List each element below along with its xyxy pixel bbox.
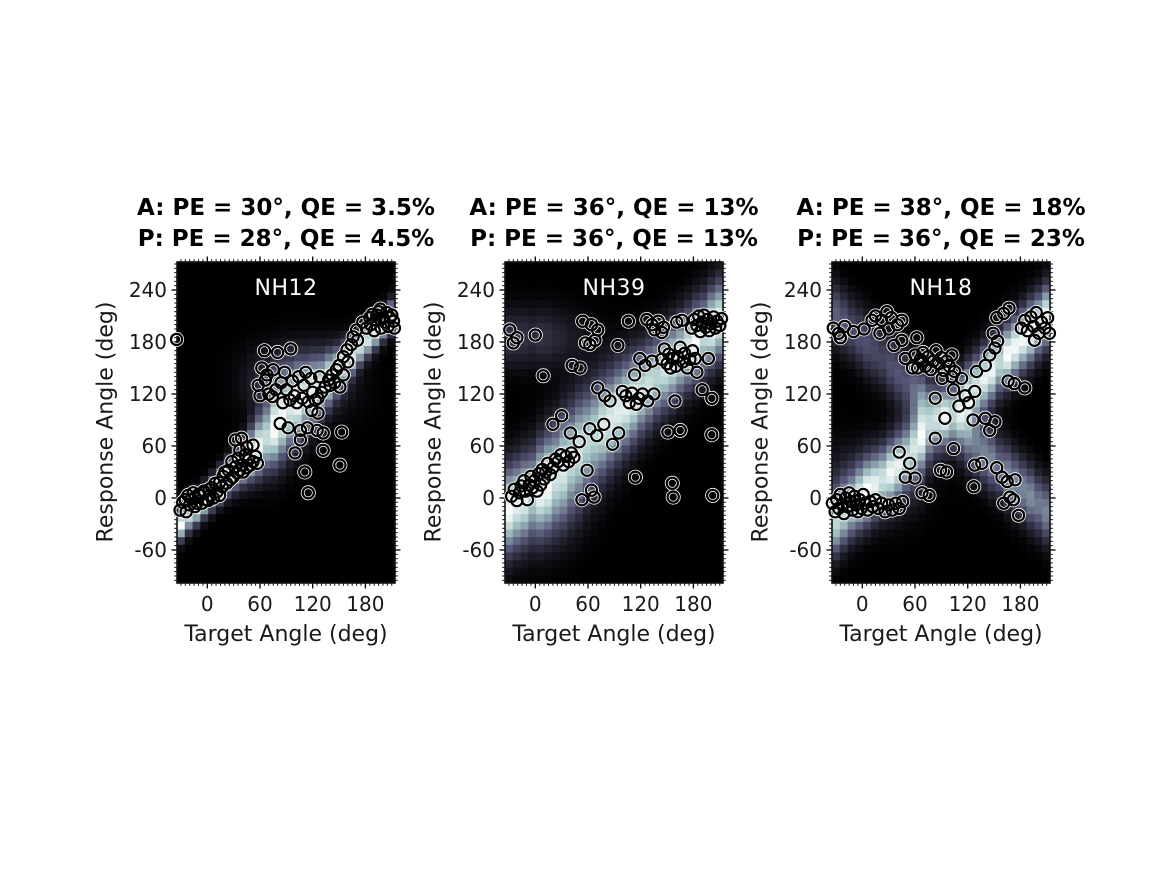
- title-accuracy-line: A: PE = 30°, QE = 3.5%: [137, 195, 435, 221]
- title-precision-line: P: PE = 36°, QE = 13%: [470, 226, 758, 252]
- x-tick-label: 180: [674, 592, 713, 616]
- panel-nh39: NH39: [499, 256, 729, 589]
- y-tick-label: 180: [456, 329, 495, 354]
- x-tick-label: 0: [855, 592, 869, 616]
- y-tick-label: -60: [462, 537, 495, 562]
- marker-edges: [169, 302, 402, 519]
- x-tick-label: 60: [575, 592, 601, 616]
- y-tick-label: -60: [134, 537, 167, 562]
- panel-label: NH39: [582, 276, 646, 301]
- x-axis-label: Target Angle (deg): [512, 622, 716, 647]
- panel-title-nh18: A: PE = 38°, QE = 18% P: PE = 36°, QE = …: [751, 193, 1131, 255]
- panel-label: NH12: [254, 276, 318, 301]
- scatter-layer: [169, 301, 402, 520]
- y-tick-label: 120: [456, 381, 495, 406]
- x-tick-label: 0: [528, 592, 542, 616]
- marker-halos: [824, 300, 1057, 523]
- panel-title-nh12: A: PE = 30°, QE = 3.5% P: PE = 28°, QE =…: [96, 193, 476, 255]
- y-tick-label: 0: [482, 485, 495, 510]
- y-tick-label: 60: [141, 433, 167, 458]
- scatter-layer: [502, 307, 729, 509]
- scatter-layer: [824, 300, 1057, 523]
- y-tick-label: 60: [469, 433, 495, 458]
- x-tick-label: 120: [293, 592, 332, 616]
- y-tick-label: 240: [783, 277, 822, 302]
- x-tick-label: 60: [247, 592, 273, 616]
- title-precision-line: P: PE = 36°, QE = 23%: [797, 226, 1085, 252]
- x-tick-label: 60: [902, 592, 928, 616]
- y-axis-label: Response Angle (deg): [93, 301, 119, 543]
- y-tick-label: 240: [128, 277, 167, 302]
- axis-ticks: [826, 256, 1056, 589]
- title-precision-line: P: PE = 28°, QE = 4.5%: [137, 226, 435, 252]
- title-accuracy-line: A: PE = 38°, QE = 18%: [796, 195, 1086, 221]
- y-axis-label: Response Angle (deg): [748, 301, 774, 543]
- y-tick-label: -60: [789, 537, 822, 562]
- x-tick-label: 180: [1001, 592, 1040, 616]
- marker-edges: [825, 301, 1057, 522]
- y-axis-label: Response Angle (deg): [421, 301, 447, 543]
- marker-edges: [503, 308, 729, 508]
- panel-title-nh39: A: PE = 36°, QE = 13% P: PE = 36°, QE = …: [424, 193, 804, 255]
- x-tick-label: 120: [948, 592, 987, 616]
- y-tick-label: 240: [456, 277, 495, 302]
- y-tick-label: 180: [128, 329, 167, 354]
- panel-nh18: NH18: [824, 256, 1057, 589]
- panel-label: NH18: [909, 276, 973, 301]
- y-tick-label: 180: [783, 329, 822, 354]
- axis-ticks: [499, 256, 729, 589]
- y-tick-label: 60: [796, 433, 822, 458]
- x-tick-label: 0: [200, 592, 214, 616]
- y-tick-label: 0: [154, 485, 167, 510]
- y-tick-label: 0: [809, 485, 822, 510]
- title-accuracy-line: A: PE = 36°, QE = 13%: [469, 195, 759, 221]
- x-axis-label: Target Angle (deg): [184, 622, 388, 647]
- panel-nh12: NH12: [169, 256, 402, 589]
- x-tick-label: 180: [346, 592, 385, 616]
- x-axis-label: Target Angle (deg): [839, 622, 1043, 647]
- y-tick-label: 120: [783, 381, 822, 406]
- y-tick-label: 120: [128, 381, 167, 406]
- x-tick-label: 120: [621, 592, 660, 616]
